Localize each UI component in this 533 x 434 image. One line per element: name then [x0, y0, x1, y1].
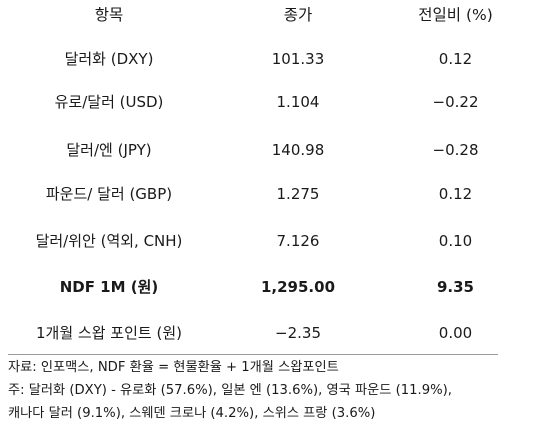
- row-change: −0.28: [432, 141, 479, 159]
- table-row: 달러/위안 (역외, CNH) 7.126 0.10: [0, 218, 533, 264]
- row-close: 140.98: [271, 141, 325, 159]
- header-item: 항목: [94, 6, 124, 24]
- row-close: 101.33: [271, 50, 325, 68]
- table-row: 달러화 (DXY) 101.33 0.12: [0, 36, 533, 82]
- row-close: 7.126: [276, 232, 320, 250]
- table-row-ndf: NDF 1M (원) 1,295.00 9.35: [0, 264, 533, 310]
- table-bottom-divider: [8, 354, 498, 355]
- row-name: 파운드/ 달러 (GBP): [45, 185, 173, 203]
- row-change: 9.35: [436, 278, 474, 296]
- row-name: 1개월 스왑 포인트 (원): [36, 324, 182, 342]
- composition-note-line-2: 캐나다 달러 (9.1%), 스웨덴 크로나 (4.2%), 스위스 프랑 (3…: [8, 406, 376, 421]
- source-note: 자료: 인포맥스, NDF 환율 = 현물환율 + 1개월 스왑포인트: [8, 360, 339, 375]
- row-change: −0.22: [432, 93, 479, 111]
- row-change: 0.12: [438, 50, 473, 68]
- row-name: 유로/달러 (USD): [54, 93, 164, 111]
- table-header-row: 항목 종가 전일비 (%): [0, 0, 533, 38]
- row-change: 0.00: [438, 324, 473, 342]
- header-close: 종가: [283, 6, 313, 24]
- row-name: 달러화 (DXY): [64, 50, 154, 68]
- row-change: 0.12: [438, 185, 473, 203]
- row-name: 달러/위안 (역외, CNH): [35, 232, 183, 250]
- header-change: 전일비 (%): [418, 6, 493, 24]
- table-row: 1개월 스왑 포인트 (원) −2.35 0.00: [0, 310, 533, 356]
- table-notes: 자료: 인포맥스, NDF 환율 = 현물환율 + 1개월 스왑포인트 주: 달…: [8, 356, 528, 425]
- composition-note-line-1: 주: 달러화 (DXY) - 유로화 (57.6%), 일본 엔 (13.6%)…: [8, 383, 452, 398]
- row-close: 1,295.00: [260, 278, 336, 296]
- row-close: 1.104: [276, 93, 320, 111]
- table-row: 달러/엔 (JPY) 140.98 −0.28: [0, 127, 533, 173]
- row-name: NDF 1M (원): [59, 278, 159, 296]
- table-row: 유로/달러 (USD) 1.104 −0.22: [0, 79, 533, 125]
- row-change: 0.10: [438, 232, 473, 250]
- row-name: 달러/엔 (JPY): [66, 141, 152, 159]
- row-close: −2.35: [275, 324, 321, 342]
- row-close: 1.275: [276, 185, 320, 203]
- table-row: 파운드/ 달러 (GBP) 1.275 0.12: [0, 171, 533, 217]
